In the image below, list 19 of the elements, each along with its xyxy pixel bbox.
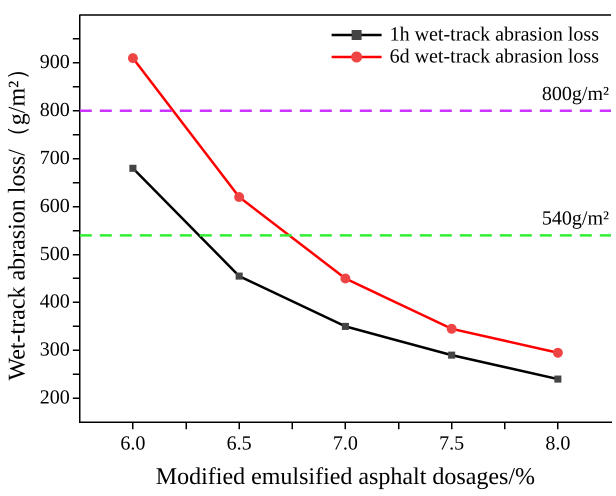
x-tick-label: 7.5 xyxy=(439,432,464,454)
x-tick-label: 6.0 xyxy=(120,432,146,454)
y-tick-label: 600 xyxy=(40,194,70,217)
legend-label: 1h wet-track abrasion loss xyxy=(390,23,600,46)
y-tick-label: 700 xyxy=(40,146,70,169)
y-tick-label: 500 xyxy=(40,242,70,265)
ref-line-label: 540g/m² xyxy=(542,208,610,230)
y-tick-label: 800 xyxy=(40,99,70,122)
ref-line-label: 800g/m² xyxy=(542,83,610,106)
x-tick-label: 6.5 xyxy=(226,432,252,454)
x-axis-title: Modified emulsified asphalt dosages/% xyxy=(156,464,536,490)
y-tick-label: 400 xyxy=(40,290,70,313)
y-tick-label: 300 xyxy=(40,338,70,361)
x-tick-label: 7.0 xyxy=(332,432,358,454)
x-tick-label: 8.0 xyxy=(545,432,570,454)
y-tick-label: 900 xyxy=(40,51,70,74)
legend-label: 6d wet-track abrasion loss xyxy=(390,45,600,68)
y-axis-title: Wet-track abrasion loss/（g/m²） xyxy=(4,56,31,381)
y-tick-label: 200 xyxy=(40,386,70,408)
